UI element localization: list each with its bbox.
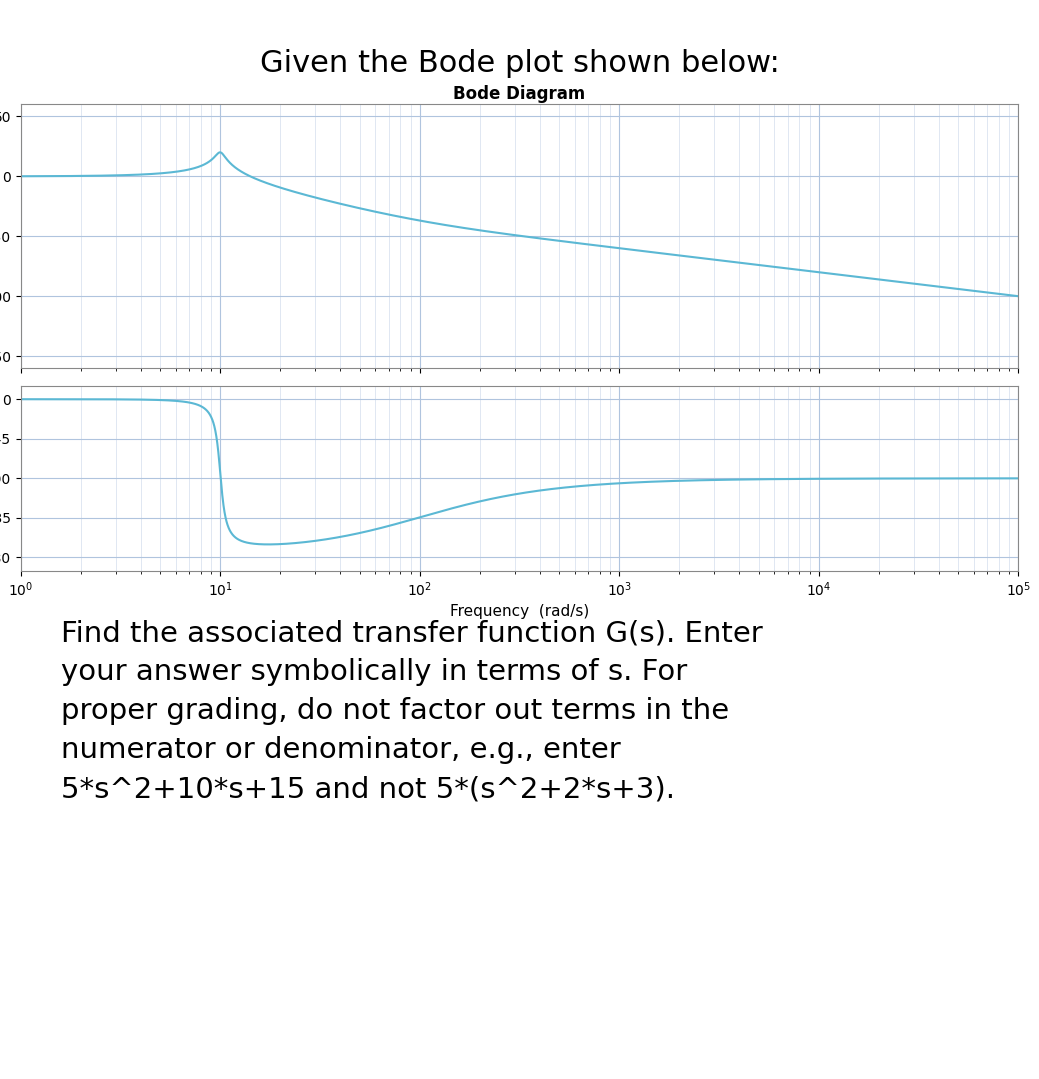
Title: Bode Diagram: Bode Diagram <box>453 85 586 103</box>
Text: Find the associated transfer function G(s). Enter
your answer symbolically in te: Find the associated transfer function G(… <box>60 619 763 803</box>
Text: Given the Bode plot shown below:: Given the Bode plot shown below: <box>260 49 779 78</box>
X-axis label: Frequency  (rad/s): Frequency (rad/s) <box>450 604 589 619</box>
